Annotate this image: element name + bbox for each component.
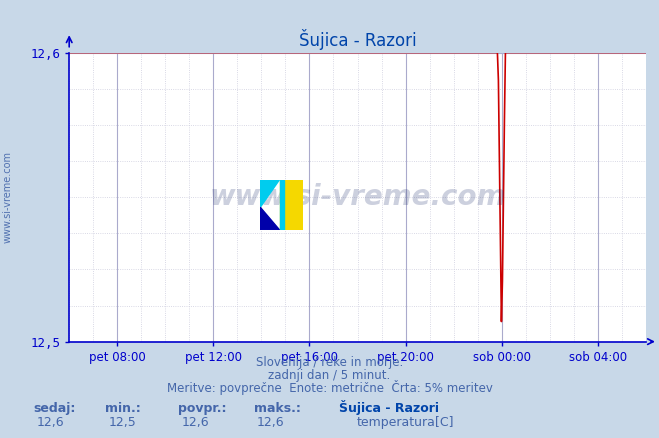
- Text: www.si-vreme.com: www.si-vreme.com: [210, 183, 505, 211]
- Polygon shape: [260, 207, 279, 230]
- Text: min.:: min.:: [105, 402, 141, 415]
- Text: maks.:: maks.:: [254, 402, 301, 415]
- Text: Slovenija / reke in morje.: Slovenija / reke in morje.: [256, 356, 403, 369]
- Text: Šujica - Razori: Šujica - Razori: [339, 400, 440, 415]
- Text: 12,5: 12,5: [109, 416, 136, 429]
- Text: povpr.:: povpr.:: [178, 402, 227, 415]
- Polygon shape: [279, 180, 284, 230]
- Text: 12,6: 12,6: [257, 416, 285, 429]
- Text: Meritve: povprečne  Enote: metrične  Črta: 5% meritev: Meritve: povprečne Enote: metrične Črta:…: [167, 380, 492, 395]
- Bar: [279, 180, 303, 230]
- Text: zadnji dan / 5 minut.: zadnji dan / 5 minut.: [268, 369, 391, 382]
- Text: www.si-vreme.com: www.si-vreme.com: [3, 151, 13, 243]
- Text: 12,6: 12,6: [181, 416, 209, 429]
- Text: sedaj:: sedaj:: [33, 402, 75, 415]
- Title: Šujica - Razori: Šujica - Razori: [299, 28, 416, 49]
- Polygon shape: [260, 180, 279, 207]
- Text: 12,6: 12,6: [36, 416, 64, 429]
- Text: temperatura[C]: temperatura[C]: [357, 416, 455, 429]
